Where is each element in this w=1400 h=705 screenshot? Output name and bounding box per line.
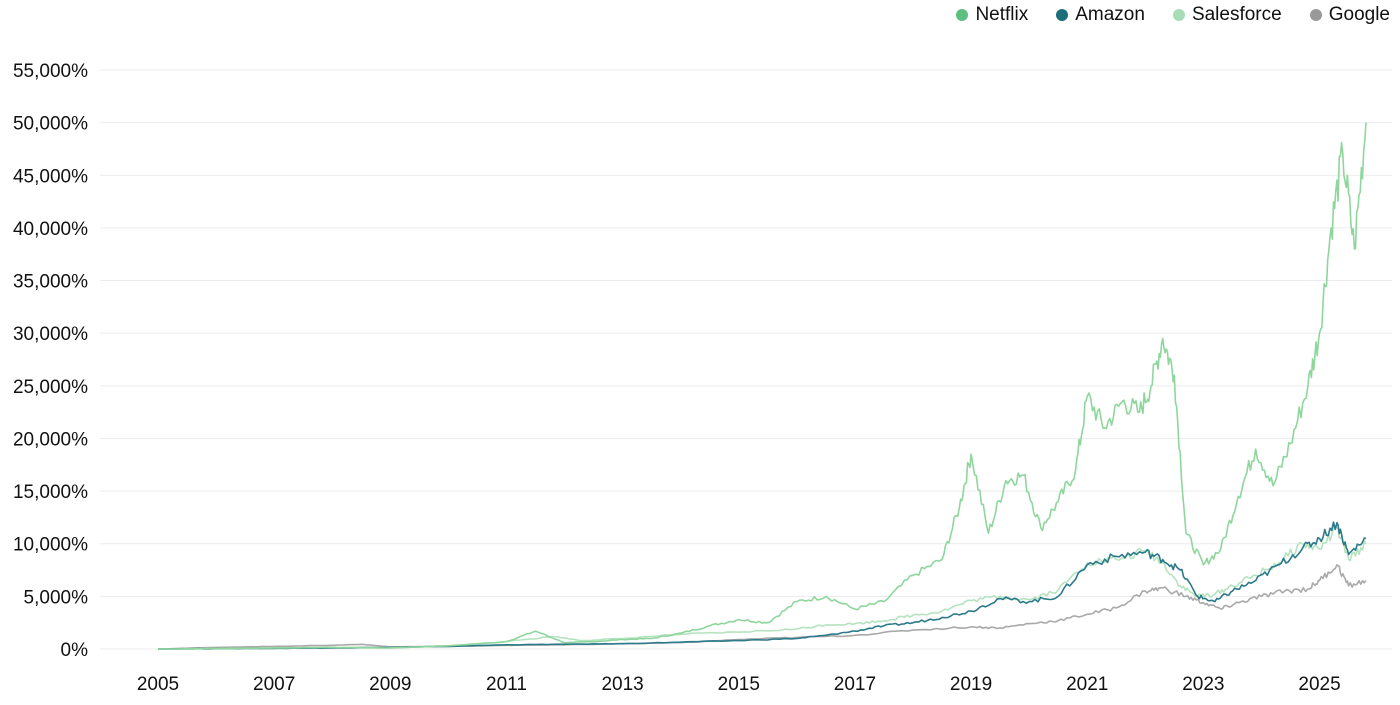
x-tick-label: 2017 [834, 674, 876, 695]
series-line-amazon [158, 521, 1367, 650]
x-tick-label: 2005 [137, 674, 179, 695]
y-tick-label: 20,000% [13, 429, 88, 450]
x-tick-label: 2015 [718, 674, 760, 695]
x-tick-label: 2013 [601, 674, 643, 695]
legend-item-google[interactable]: Google [1309, 4, 1390, 26]
x-tick-label: 2019 [950, 674, 992, 695]
legend-item-amazon[interactable]: Amazon [1056, 4, 1145, 26]
legend-item-salesforce[interactable]: Salesforce [1172, 4, 1282, 26]
legend-dot-amazon [1056, 9, 1069, 21]
legend-dot-google [1309, 9, 1322, 21]
legend-item-netflix[interactable]: Netflix [956, 4, 1028, 26]
y-tick-label: 0% [61, 640, 89, 661]
legend-label-amazon: Amazon [1075, 4, 1145, 25]
legend-label-netflix: Netflix [975, 4, 1029, 25]
legend: Netflix Amazon Salesforce Google [956, 4, 1390, 26]
legend-dot-netflix [956, 9, 969, 21]
x-tick-label: 2023 [1182, 674, 1224, 695]
y-tick-label: 25,000% [13, 377, 88, 398]
legend-label-google: Google [1328, 4, 1390, 25]
y-tick-label: 5,000% [24, 587, 89, 608]
y-tick-label: 35,000% [13, 272, 88, 293]
y-tick-label: 15,000% [13, 482, 88, 503]
y-tick-label: 50,000% [13, 114, 88, 135]
x-tick-label: 2021 [1066, 674, 1108, 695]
x-tick-label: 2009 [369, 674, 411, 695]
y-tick-label: 40,000% [13, 219, 88, 240]
x-tick-label: 2011 [486, 674, 527, 695]
legend-dot-salesforce [1172, 9, 1185, 21]
series-line-netflix [158, 122, 1367, 650]
x-tick-label: 2025 [1298, 674, 1340, 695]
y-tick-label: 10,000% [13, 535, 88, 556]
y-tick-label: 30,000% [13, 324, 88, 345]
x-tick-label: 2007 [253, 674, 295, 695]
y-tick-label: 45,000% [13, 166, 88, 187]
legend-label-salesforce: Salesforce [1191, 4, 1282, 25]
y-tick-label: 55,000% [13, 61, 88, 82]
